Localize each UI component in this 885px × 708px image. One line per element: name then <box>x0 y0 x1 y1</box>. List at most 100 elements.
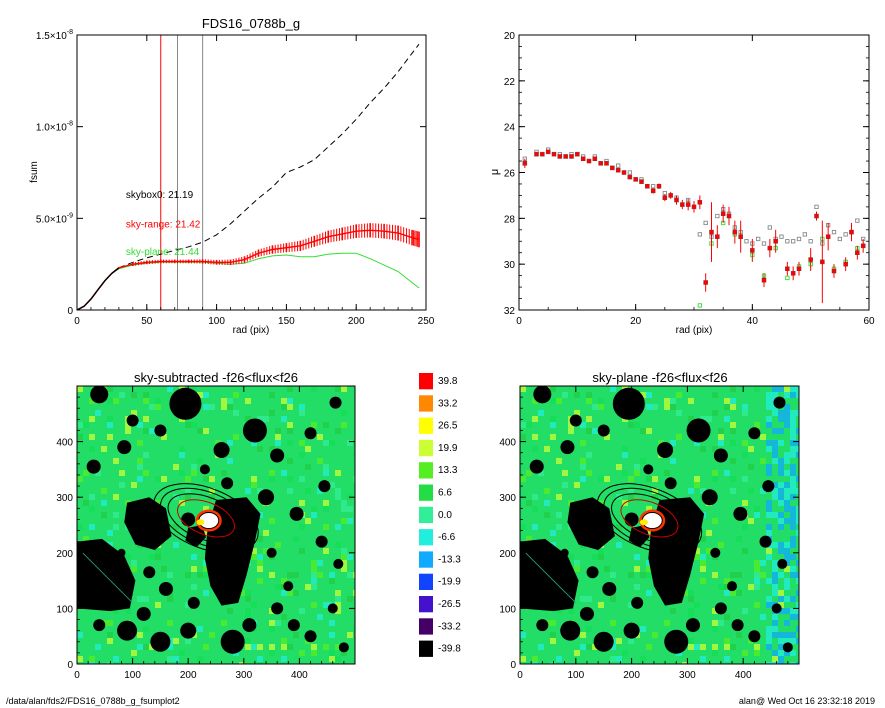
map-pixel <box>778 608 784 614</box>
map-pixel <box>700 566 706 572</box>
mu-point <box>557 154 563 159</box>
map-pixel <box>670 398 676 404</box>
map-pixel <box>143 626 149 632</box>
map-pixel <box>670 440 676 446</box>
map-pixel <box>790 518 796 524</box>
map-pixel <box>520 476 526 482</box>
map-pixel <box>778 482 784 488</box>
star-mask <box>686 418 711 443</box>
map-pixel <box>293 632 299 638</box>
map-pixel <box>95 410 101 416</box>
colorbar-swatch <box>419 417 433 434</box>
map-pixel <box>670 404 676 410</box>
map-pixel <box>239 662 245 664</box>
map-pixel <box>125 554 131 560</box>
map-pixel <box>712 650 718 656</box>
map-pixel <box>784 410 790 416</box>
mu-point <box>802 232 807 237</box>
galaxy-mask <box>77 538 136 612</box>
map-pixel <box>341 500 347 506</box>
map-pixel <box>544 500 550 506</box>
map-pixel <box>520 632 526 638</box>
mu-point <box>598 161 603 166</box>
map-pixel <box>251 482 257 488</box>
star-mask <box>187 596 200 609</box>
map-pixel <box>664 620 670 626</box>
map-pixel <box>646 476 652 482</box>
map-pixel <box>778 488 784 494</box>
map-pixel <box>700 662 706 664</box>
map-pixel <box>538 644 544 650</box>
map-pixel <box>676 392 682 398</box>
star-mask <box>782 642 793 653</box>
map-pixel <box>209 494 215 500</box>
map-pixel <box>574 392 580 398</box>
mu-plot-xlabel: rad (pix) <box>676 325 713 336</box>
map-pixel <box>317 434 323 440</box>
star-mask <box>338 642 349 653</box>
star-mask <box>181 512 196 527</box>
map-pixel <box>766 626 772 632</box>
map-pixel <box>113 524 119 530</box>
map-pixel <box>532 434 538 440</box>
map-pixel <box>556 512 562 518</box>
map-pixel <box>287 386 293 392</box>
map-pixel <box>245 416 251 422</box>
map-pixel <box>221 620 227 626</box>
mu-point <box>715 234 720 239</box>
map-pixel <box>688 596 694 602</box>
map-pixel <box>766 644 772 650</box>
map-pixel <box>538 410 544 416</box>
map-pixel <box>688 614 694 620</box>
map-pixel <box>640 392 646 398</box>
map-pixel <box>275 620 281 626</box>
map-pixel <box>287 590 293 596</box>
colorbar-label: 6.6 <box>438 488 452 499</box>
y-tick-label: 26 <box>504 169 516 180</box>
map-pixel <box>766 398 772 404</box>
map-pixel <box>335 470 341 476</box>
mu-point <box>860 243 866 249</box>
map-pixel <box>772 428 778 434</box>
aperture-arc <box>525 552 577 604</box>
map-pixel <box>784 500 790 506</box>
x-tick-label: 100 <box>124 670 141 681</box>
map-pixel <box>185 422 191 428</box>
colorbar-swatch <box>419 484 433 501</box>
map-pixel <box>568 422 574 428</box>
map-pixel <box>167 644 173 650</box>
map-pixel <box>131 566 137 572</box>
map-pixel <box>700 578 706 584</box>
map-pixel <box>520 434 526 440</box>
map-pixel <box>335 602 341 608</box>
map-pixel <box>281 656 287 662</box>
x-tick-label: 0 <box>74 316 80 327</box>
map-pixel <box>766 632 772 638</box>
map-pixel <box>700 488 706 494</box>
y-tick-label: 0 <box>67 660 73 671</box>
map-pixel <box>772 458 778 464</box>
map-pixel <box>257 416 263 422</box>
map-pixel <box>700 416 706 422</box>
map-pixel <box>574 482 580 488</box>
map-pixel <box>137 464 143 470</box>
map-pixel <box>185 476 191 482</box>
map-pixel <box>107 632 113 638</box>
map-pixel <box>568 608 574 614</box>
map-pixel <box>341 650 347 656</box>
map-pixel <box>778 512 784 518</box>
map-pixel <box>562 470 568 476</box>
map-pixel <box>149 404 155 410</box>
map-pixel <box>724 416 730 422</box>
map-pixel <box>341 518 347 524</box>
mu-point <box>761 277 767 283</box>
map-pixel <box>784 632 790 638</box>
map-pixel <box>299 476 305 482</box>
map-pixel <box>694 554 700 560</box>
map-pixel <box>83 422 89 428</box>
map-pixel <box>317 614 323 620</box>
map-pixel <box>353 440 355 446</box>
map-pixel <box>640 458 646 464</box>
map-pixel <box>724 644 730 650</box>
